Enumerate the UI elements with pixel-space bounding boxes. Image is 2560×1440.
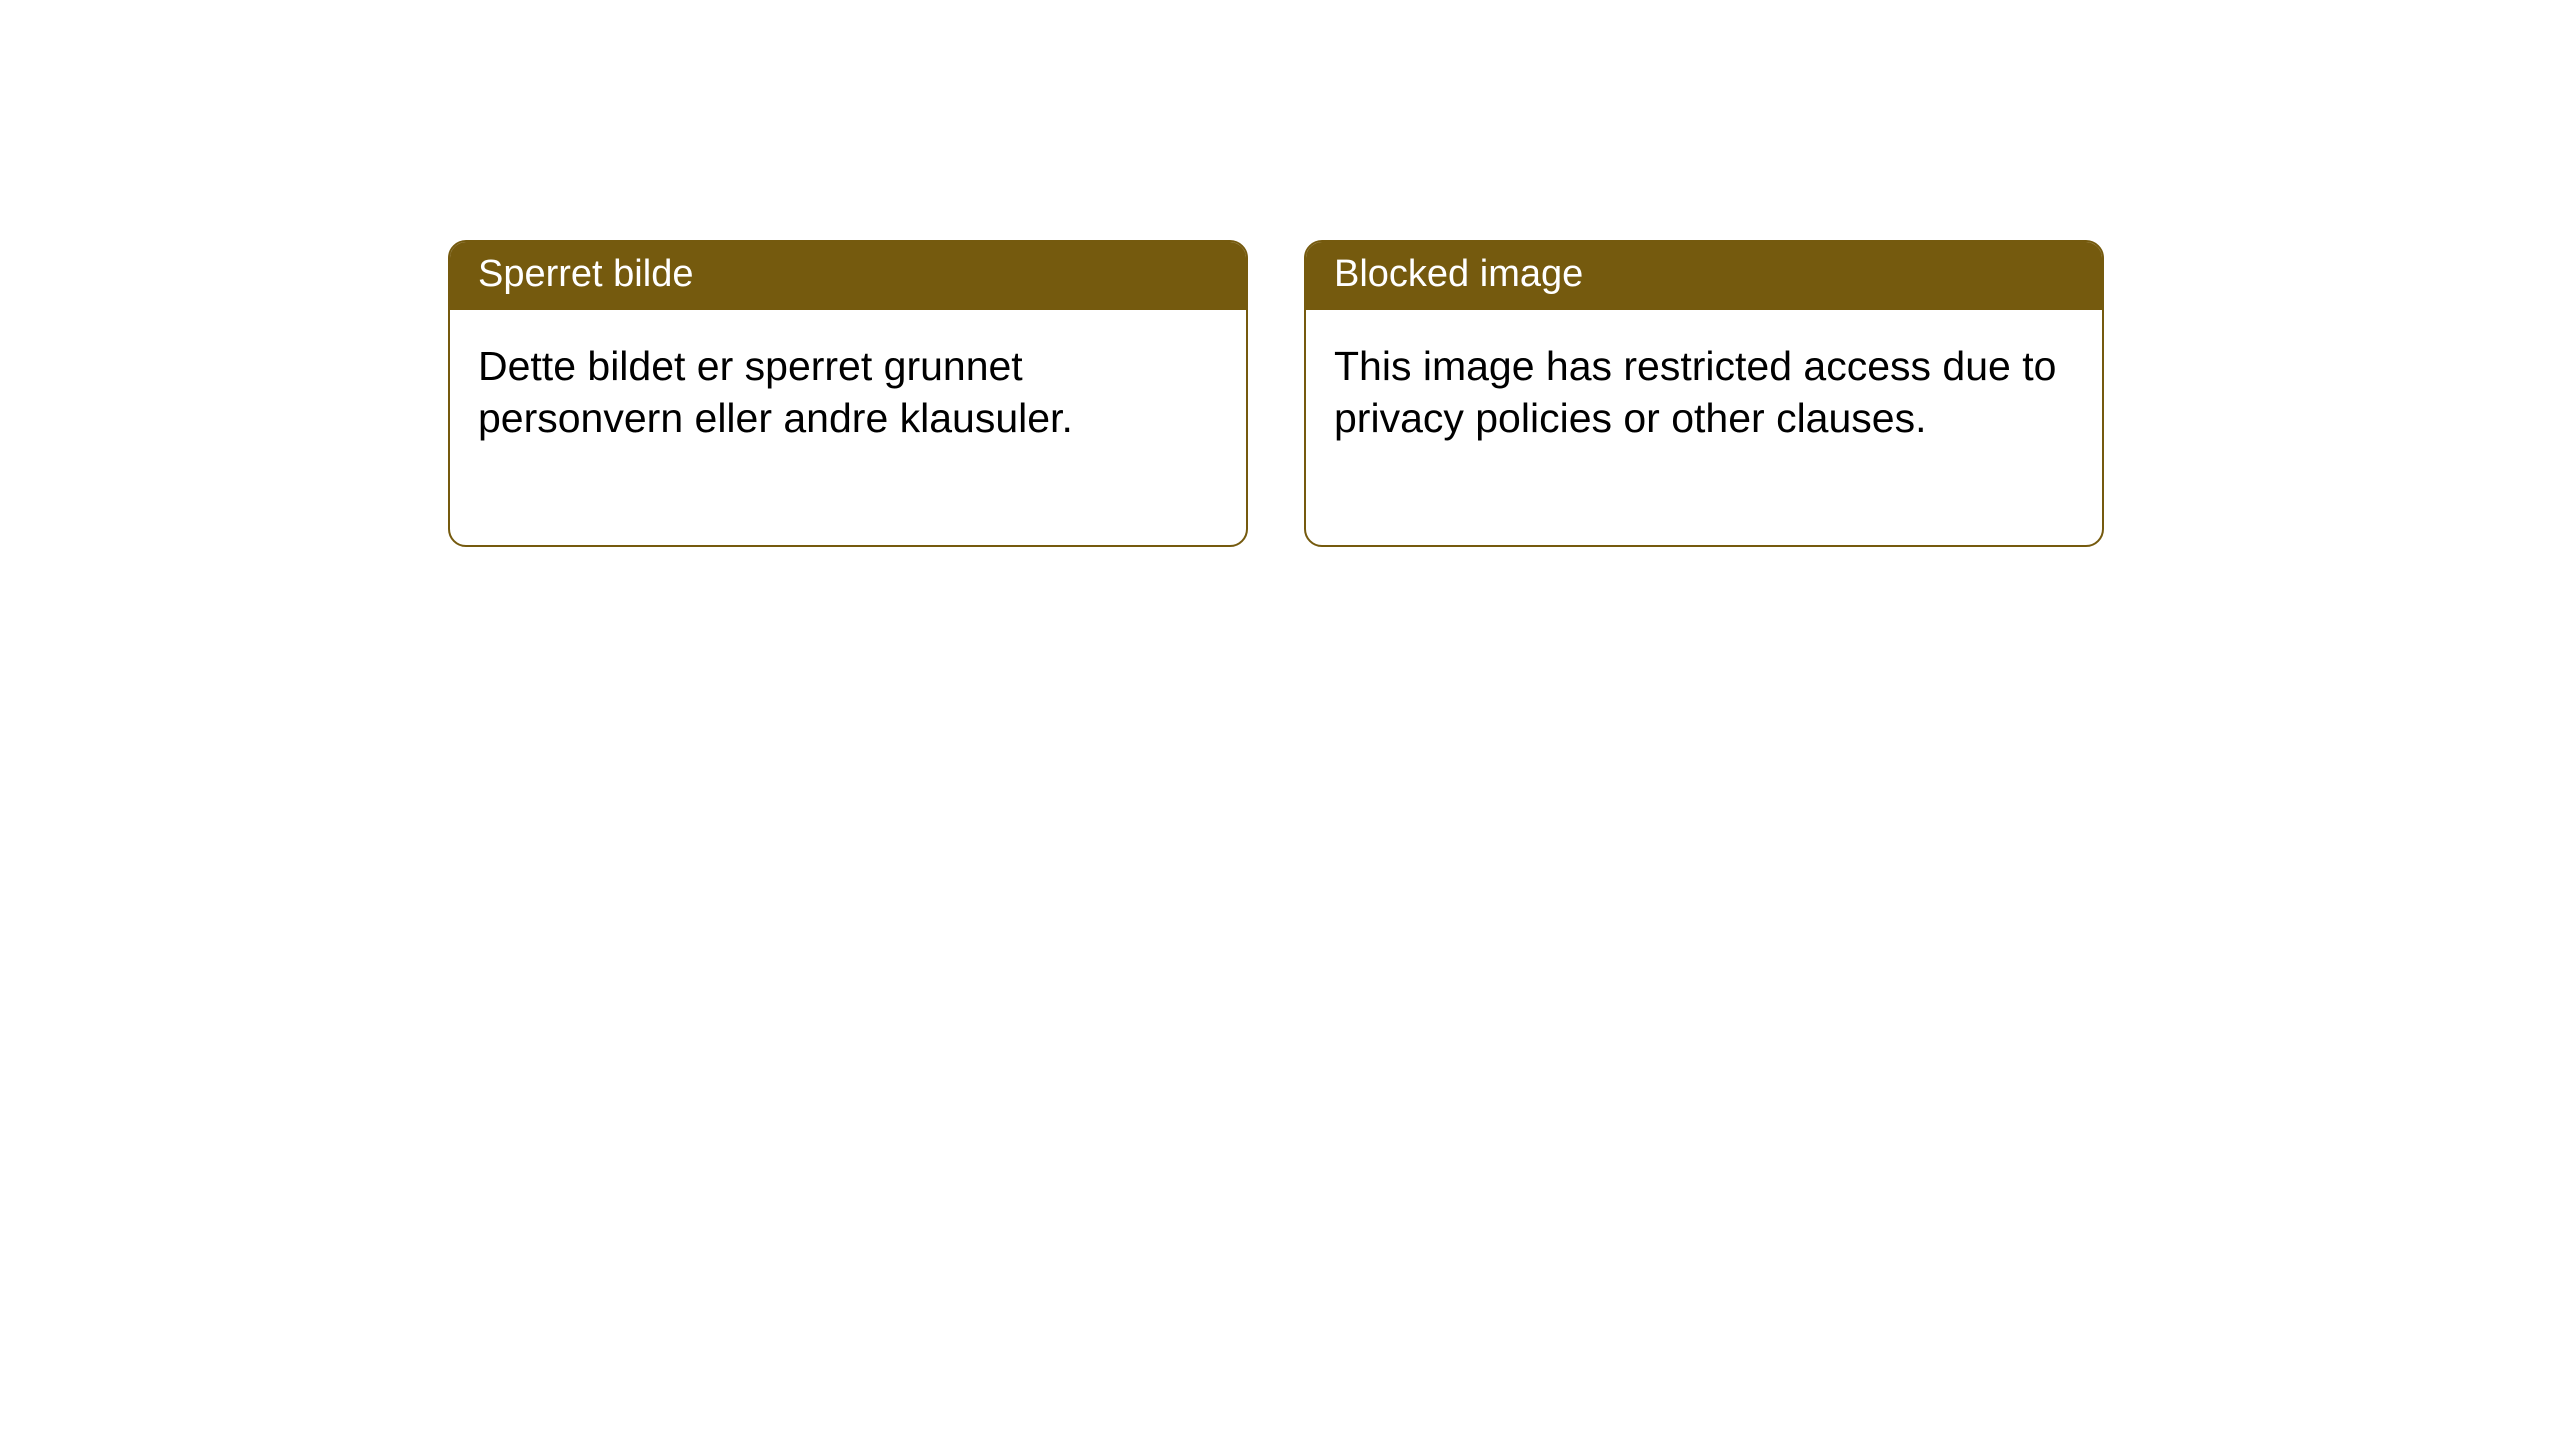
notice-header: Sperret bilde [450,242,1246,310]
notice-body: Dette bildet er sperret grunnet personve… [450,310,1246,545]
notice-header: Blocked image [1306,242,2102,310]
notice-card-english: Blocked image This image has restricted … [1304,240,2104,547]
notice-body: This image has restricted access due to … [1306,310,2102,545]
notice-container: Sperret bilde Dette bildet er sperret gr… [0,0,2560,547]
notice-card-norwegian: Sperret bilde Dette bildet er sperret gr… [448,240,1248,547]
